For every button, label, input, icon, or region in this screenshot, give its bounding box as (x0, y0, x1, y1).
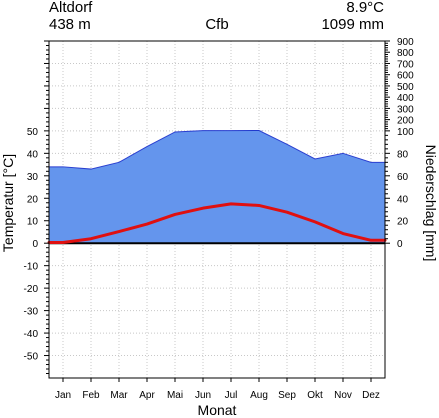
left-tick-label: 0 (32, 239, 38, 250)
x-tick-label: Dez (362, 390, 380, 401)
elevation: 438 m (49, 16, 91, 33)
left-tick-label: 30 (27, 172, 39, 183)
mean-temperature: 8.9°C (346, 0, 384, 16)
left-tick-label: -50 (24, 352, 39, 363)
x-tick-label: Aug (250, 390, 268, 401)
right-tick-label: 100 (397, 127, 414, 138)
x-tick-label: Mai (167, 390, 183, 401)
right-tick-label: 500 (397, 82, 414, 93)
right-tick-label: 20 (397, 217, 409, 228)
y-axis-label-left: Temperatur [°C] (0, 154, 16, 252)
y-axis-label-right: Niederschlag [mm] (423, 145, 439, 262)
right-tick-label: 900 (397, 37, 414, 48)
x-tick-label: Mar (110, 390, 128, 401)
right-tick-label: 80 (397, 149, 409, 160)
right-tick-label: 200 (397, 116, 414, 127)
left-tick-label: 20 (27, 194, 39, 205)
x-tick-label: Sep (278, 390, 296, 401)
plot-frame (48, 40, 386, 379)
right-minor-ticks (385, 40, 390, 244)
x-axis-label: Monat (198, 402, 237, 418)
climate-classification: Cfb (205, 16, 228, 33)
x-tick-label: Jul (225, 390, 238, 401)
right-tick-label: 300 (397, 104, 414, 115)
right-tick-label: 400 (397, 93, 414, 104)
left-tick-label: -30 (24, 307, 39, 318)
left-tick-label: -10 (24, 262, 39, 273)
left-tick-label: 40 (27, 149, 39, 160)
left-minor-ticks (44, 40, 49, 375)
right-tick-label: 600 (397, 71, 414, 82)
x-tick-label: Feb (82, 390, 100, 401)
x-tick-label: Jun (195, 390, 211, 401)
right-tick-label: 40 (397, 194, 409, 205)
left-tick-label: 10 (27, 217, 39, 228)
x-tick-label: Nov (334, 390, 352, 401)
x-tick-label: Apr (139, 390, 155, 401)
left-tick-label: 50 (27, 127, 39, 138)
x-tick-label: Okt (307, 390, 323, 401)
left-tick-label: -40 (24, 329, 39, 340)
left-tick-labels: 50 40 30 20 10 0 -10 -20 -30 -40 -50 (24, 127, 39, 363)
right-tick-label: 0 (397, 239, 403, 250)
left-tick-label: -20 (24, 284, 39, 295)
temperature-line (47, 202, 387, 245)
x-tick-label: Jan (55, 390, 71, 401)
x-tick-labels: Jan Feb Mar Apr Mai Jun Jul Aug Sep Okt Nov Dez (55, 390, 380, 401)
right-tick-label: 60 (397, 172, 409, 183)
station-name: Altdorf (49, 0, 93, 16)
right-tick-label: 700 (397, 59, 414, 70)
right-tick-label: 800 (397, 48, 414, 59)
x-ticks (62, 378, 372, 382)
plot-area (44, 40, 390, 382)
annual-precipitation: 1099 mm (321, 16, 384, 33)
